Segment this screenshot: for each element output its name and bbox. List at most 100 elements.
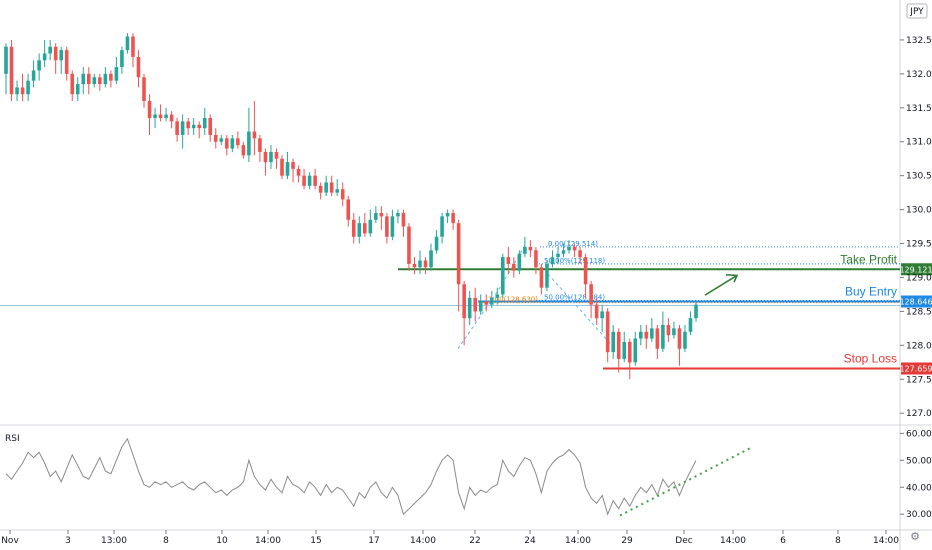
- candle: [92, 73, 97, 88]
- candle-body: [374, 213, 378, 220]
- candle: [346, 196, 351, 227]
- candle-body: [385, 216, 389, 237]
- candle: [280, 155, 284, 180]
- candle: [241, 141, 246, 159]
- candle-body: [473, 297, 477, 312]
- candle-body: [329, 182, 334, 193]
- candle: [26, 73, 30, 102]
- time-tick-label: 14:00: [255, 536, 281, 546]
- candle-body: [484, 301, 489, 305]
- candle: [639, 324, 643, 346]
- candle-body: [247, 131, 251, 156]
- candle-body: [506, 257, 511, 264]
- candle-body: [269, 151, 273, 163]
- candle-body: [136, 56, 141, 78]
- candle-body: [302, 175, 306, 186]
- candle: [252, 101, 257, 156]
- candle-body: [313, 175, 317, 186]
- stop-loss-price-text: 127.659: [899, 364, 932, 373]
- candle: [263, 148, 268, 176]
- candle: [98, 73, 102, 91]
- candle: [683, 324, 687, 353]
- svg-text:⚙: ⚙: [910, 530, 920, 543]
- price-tick-label: 132.500: [906, 36, 932, 46]
- swing-projection: [547, 273, 613, 346]
- price-tick-label: 130.500: [906, 172, 932, 182]
- candle-body: [556, 253, 560, 258]
- candle: [556, 246, 560, 264]
- candle: [329, 175, 334, 197]
- candle-body: [407, 226, 411, 264]
- candle: [191, 117, 196, 135]
- fib-label: 50.00%(128.684): [544, 294, 605, 302]
- candle-body: [390, 216, 395, 237]
- candle: [627, 338, 632, 380]
- candle-body: [688, 318, 693, 332]
- candle: [258, 134, 262, 163]
- candle: [125, 33, 130, 54]
- time-axis: Nov 3 13:00 8 10 14:00 15 17 14:00 22 24 14:00 29 Dec…: [1, 530, 899, 546]
- candle: [423, 257, 428, 275]
- candle-body: [109, 73, 113, 81]
- candle: [186, 117, 190, 135]
- candle-body: [600, 311, 604, 319]
- candle: [534, 246, 538, 275]
- candle-body: [169, 114, 174, 122]
- candle-body: [92, 77, 97, 85]
- candlestick-series: [4, 33, 698, 380]
- candle-body: [26, 80, 30, 95]
- time-tick-label: 14:00: [720, 536, 746, 546]
- candle: [561, 243, 566, 258]
- candle-body: [114, 67, 119, 81]
- candle-body: [694, 304, 698, 319]
- candle: [59, 46, 63, 74]
- candle: [208, 114, 213, 142]
- candle: [523, 236, 527, 258]
- price-tick-label: 132.000: [906, 70, 932, 80]
- candle-body: [666, 324, 671, 336]
- candle-body: [489, 297, 494, 305]
- candle: [390, 209, 395, 241]
- time-tick-label: 3: [65, 536, 71, 546]
- candle: [247, 107, 251, 163]
- candle: [545, 260, 549, 292]
- time-tick-label: 14:00: [410, 536, 436, 546]
- candle-body: [605, 311, 610, 353]
- settings-icon[interactable]: ⚙: [910, 530, 920, 543]
- candle-body: [324, 182, 328, 193]
- candle-body: [683, 331, 687, 349]
- take-profit-price-tag: [901, 263, 932, 276]
- candle-body: [258, 138, 262, 152]
- candle: [528, 240, 533, 258]
- candle-body: [616, 331, 621, 359]
- rsi-tick-label: 40.00: [906, 483, 932, 493]
- candle: [70, 70, 75, 102]
- candle: [180, 114, 185, 149]
- candle: [15, 80, 19, 102]
- candle-body: [263, 151, 268, 163]
- candle-body: [98, 77, 102, 85]
- candle: [478, 294, 483, 315]
- candle: [374, 206, 378, 224]
- candle-body: [512, 263, 516, 271]
- candle: [539, 263, 544, 295]
- candle: [225, 134, 229, 156]
- candle: [75, 77, 80, 102]
- candle-body: [252, 131, 257, 139]
- candle: [169, 111, 174, 129]
- time-tick-label: 22: [469, 536, 480, 546]
- candle-body: [274, 151, 279, 159]
- candle: [219, 134, 224, 146]
- candle-body: [280, 158, 284, 176]
- candle-body: [103, 73, 108, 85]
- price-tick-label: 128.500: [906, 307, 932, 317]
- candle: [401, 209, 406, 237]
- candle-body: [478, 301, 483, 312]
- candle-body: [589, 284, 593, 305]
- candle-body: [9, 46, 14, 95]
- candle-body: [164, 114, 168, 118]
- candle: [567, 240, 571, 254]
- buy-entry-price-tag: [901, 295, 932, 308]
- candle: [473, 287, 477, 322]
